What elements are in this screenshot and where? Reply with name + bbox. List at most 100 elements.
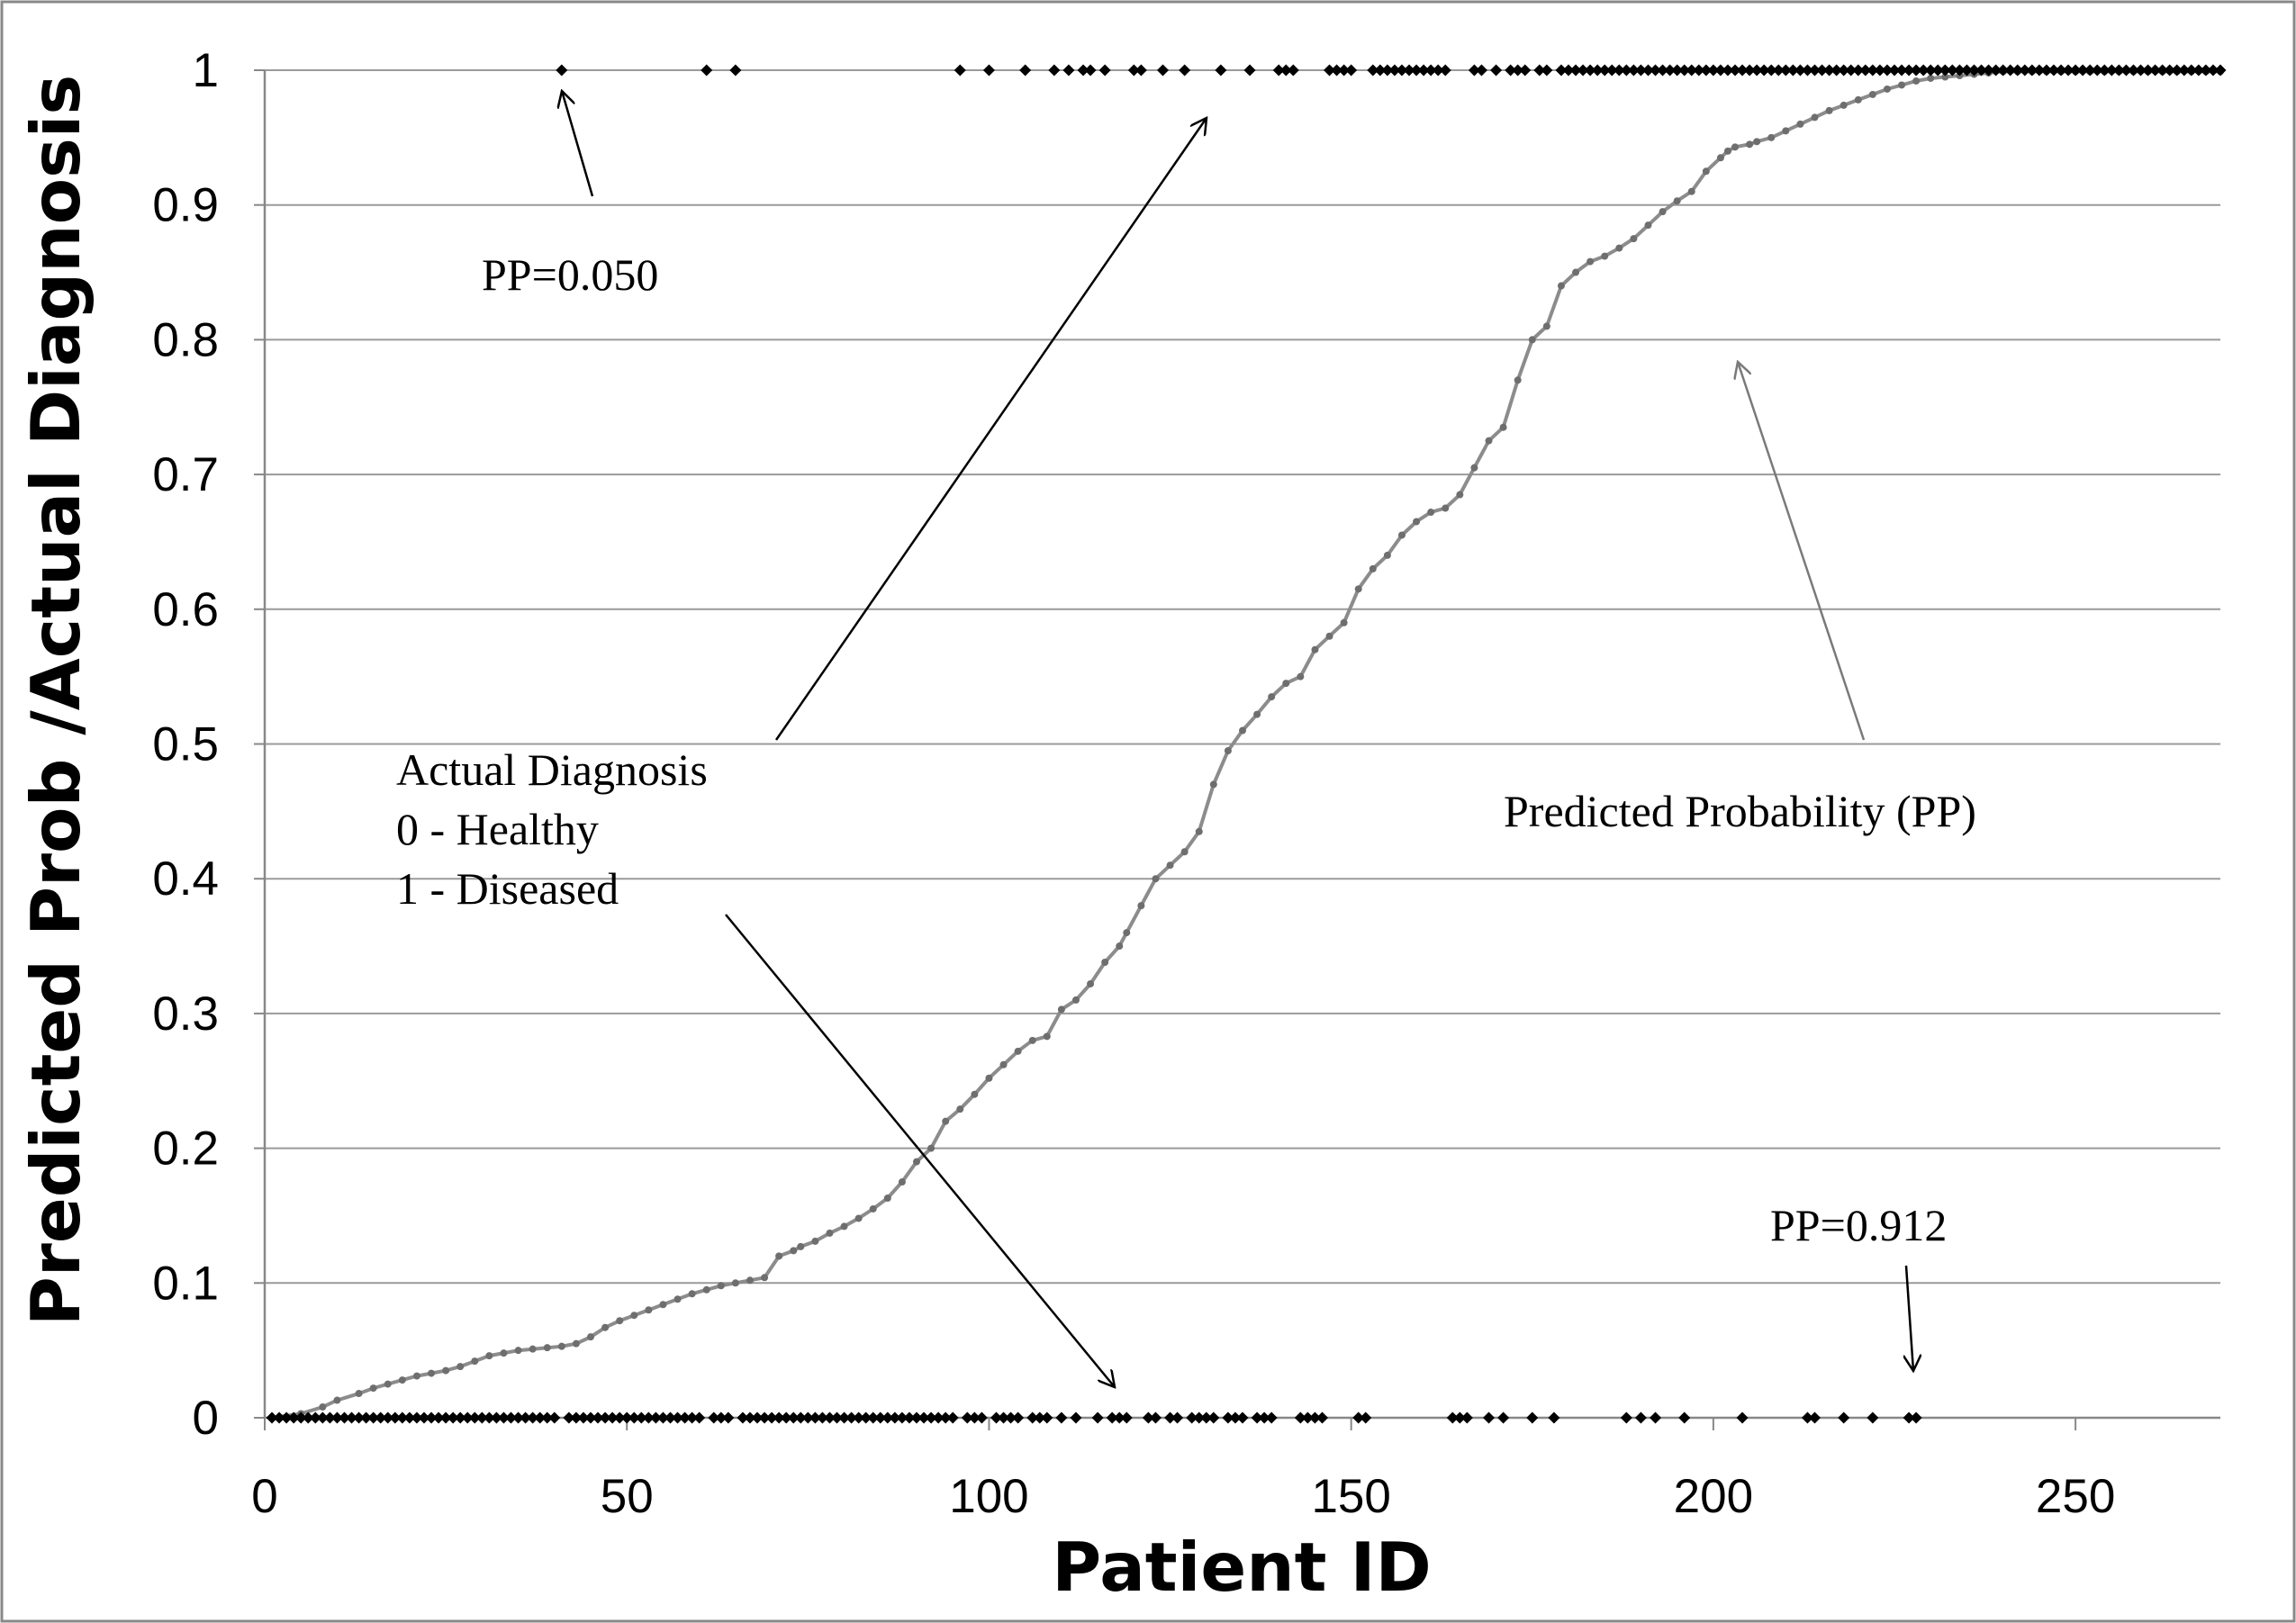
arrow-diagnosis-zero — [725, 914, 1115, 1387]
x-tick-label: 50 — [601, 1470, 654, 1523]
pp-point — [913, 1158, 920, 1166]
diagnosis-point — [954, 64, 966, 77]
pp-point — [1239, 726, 1246, 735]
pp-point — [1101, 959, 1109, 967]
diagnosis-point — [302, 1411, 314, 1424]
pp-point — [630, 1312, 638, 1320]
diagnosis-point — [1338, 64, 1351, 77]
pp-point — [601, 1323, 610, 1331]
diagnosis-point — [1758, 64, 1770, 77]
diagnosis-point — [1519, 64, 1532, 77]
diagnosis-point — [396, 1411, 409, 1424]
diagnosis-point — [1801, 64, 1813, 77]
diagnosis-point — [809, 1411, 821, 1424]
diagnosis-point — [1164, 1411, 1177, 1424]
diagnosis-point — [2040, 64, 2053, 77]
pp-point — [942, 1117, 950, 1125]
diagnosis-point — [1801, 1411, 1813, 1424]
pp-point — [790, 1247, 798, 1255]
diagnosis-point — [1664, 64, 1677, 77]
diagnosis-point — [1598, 64, 1611, 77]
diagnosis-point — [679, 1411, 692, 1424]
diagnosis-point — [1098, 64, 1111, 77]
diagnosis-point — [1127, 64, 1140, 77]
diagnosis-point — [1439, 64, 1451, 77]
diagnosis-point — [2055, 64, 2067, 77]
pp-point — [761, 1274, 769, 1282]
diagnosis-point — [1627, 64, 1640, 77]
diagnosis-point — [294, 1411, 307, 1424]
diagnosis-point — [1939, 64, 1951, 77]
diagnosis-point — [649, 1411, 662, 1424]
diagnosis-point — [1859, 64, 1872, 77]
diagnosis-point — [2084, 64, 2096, 77]
pp-point — [1615, 244, 1623, 252]
pp-point — [840, 1222, 848, 1231]
y-tick-label: 0.6 — [152, 583, 219, 636]
pp-point — [398, 1376, 406, 1384]
pp-point — [1071, 996, 1080, 1004]
diagnosis-point — [1693, 64, 1705, 77]
diagnosis-point — [1142, 1411, 1154, 1424]
diagnosis-point — [1910, 1411, 1922, 1424]
diagnosis-point — [584, 1411, 597, 1424]
pp-point — [1767, 133, 1776, 141]
pp-point — [412, 1372, 420, 1380]
diagnosis-point — [2026, 64, 2038, 77]
diagnosis-point — [1591, 64, 1604, 77]
pp-point — [1659, 208, 1667, 216]
pp-point — [883, 1194, 891, 1202]
diagnosis-point — [577, 1411, 590, 1424]
diagnosis-point — [389, 1411, 402, 1424]
diagnosis-point — [656, 1411, 669, 1424]
pp-point — [514, 1347, 522, 1355]
diagnosis-point — [1468, 64, 1480, 77]
pp-point — [688, 1290, 696, 1298]
pp-point — [1927, 74, 1935, 82]
diagnosis-point — [1533, 64, 1546, 77]
x-tick-label: 100 — [949, 1470, 1028, 1523]
diagnosis-point — [353, 1411, 366, 1424]
diagnosis-point — [2127, 64, 2139, 77]
diagnosis-point — [874, 1411, 887, 1424]
diagnosis-point — [1830, 64, 1843, 77]
diagnosis-point — [1736, 1411, 1749, 1424]
diagnosis-point — [722, 1411, 735, 1424]
diagnosis-point — [1946, 64, 1958, 77]
diagnosis-point — [316, 1411, 329, 1424]
diagnosis-point — [708, 1411, 720, 1424]
diagnosis-point — [1997, 64, 2010, 77]
annotation-pp-label: Predicted Probability (PP) — [1504, 786, 1976, 836]
pp-point — [1397, 531, 1406, 539]
diagnosis-point — [1953, 64, 1966, 77]
diagnosis-point — [1265, 1411, 1278, 1424]
diagnosis-point — [620, 1411, 633, 1424]
pp-point — [1282, 680, 1290, 688]
diagnosis-point — [1641, 64, 1654, 77]
diagnosis-point — [1903, 64, 1915, 77]
diagnosis-point — [2200, 64, 2212, 77]
diagnosis-point — [1867, 64, 1879, 77]
diagnosis-point — [1012, 1411, 1025, 1424]
pp-point — [717, 1282, 725, 1290]
diagnosis-point — [686, 1411, 699, 1424]
pp-point — [1152, 875, 1160, 883]
diagnosis-point — [1845, 64, 1858, 77]
diagnosis-point — [1424, 64, 1437, 77]
diagnosis-point — [1809, 1411, 1821, 1424]
diagnosis-point — [439, 1411, 452, 1424]
diagnosis-point — [563, 1411, 575, 1424]
diagnosis-point — [338, 1411, 350, 1424]
diagnosis-point — [1084, 64, 1097, 77]
diagnosis-point — [432, 1411, 445, 1424]
diagnosis-point — [425, 1411, 438, 1424]
diagnosis-point — [853, 1411, 865, 1424]
pp-point — [1209, 780, 1217, 789]
pp-point — [1716, 154, 1724, 162]
grid-lines — [265, 69, 2220, 1285]
diagnosis-point — [1562, 64, 1575, 77]
diagnosis-point — [2192, 64, 2205, 77]
diagnosis-point — [1750, 64, 1763, 77]
pp-point — [1311, 645, 1319, 654]
diagnosis-point — [1062, 64, 1075, 77]
